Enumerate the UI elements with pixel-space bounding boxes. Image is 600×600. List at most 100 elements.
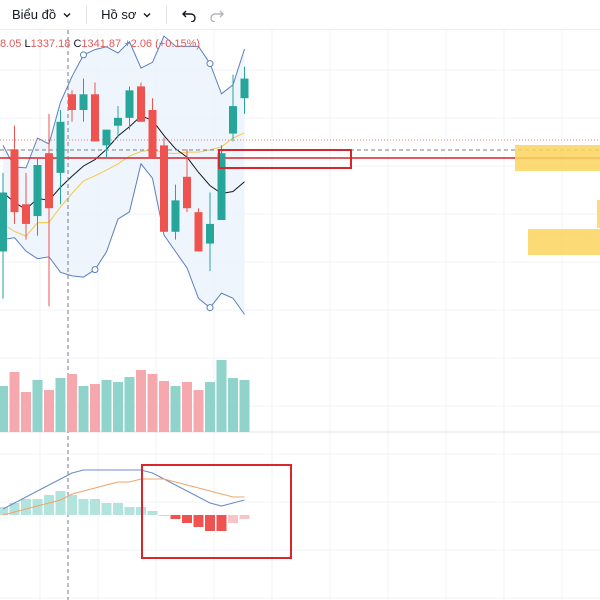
volume-bar [124, 377, 135, 432]
volume-bar [44, 390, 54, 432]
candle-body [91, 94, 99, 142]
volume-bar [239, 380, 250, 432]
volume-bar [0, 386, 8, 432]
candle-body [160, 145, 168, 232]
macd-histogram-bar [78, 499, 89, 515]
macd-histogram-bar [182, 515, 192, 523]
volume-bar [205, 382, 215, 432]
candle-body [206, 223, 214, 244]
chart-menu-button[interactable]: Biểu đồ [6, 3, 78, 27]
macd-histogram-bar [239, 515, 250, 519]
macd-histogram-bar [90, 499, 100, 515]
slow-moving-average-line [2, 132, 245, 237]
band-marker [80, 51, 87, 59]
profile-menu-button[interactable]: Hồ sơ [95, 3, 158, 27]
volume-bar [182, 382, 192, 432]
volume-bar [170, 386, 181, 432]
price-zone-highlight [528, 229, 600, 255]
volume-bar [55, 378, 66, 432]
macd-histogram-bar [205, 515, 215, 531]
volume-bar [216, 360, 227, 432]
candle-body [68, 94, 76, 110]
macd-histogram-bar [9, 503, 20, 515]
volume-bar [101, 380, 112, 432]
redo-button[interactable] [203, 3, 231, 27]
ohlc-low-value: 1337.18 [30, 38, 71, 50]
toolbar-divider [86, 5, 88, 24]
volume-bar [32, 380, 43, 432]
macd-histogram-bar [0, 507, 8, 515]
volume-bar [136, 370, 146, 432]
candle-body [22, 204, 30, 224]
candle-body [56, 121, 65, 173]
price-zone-highlight [515, 145, 600, 171]
macd-histogram-bar [101, 503, 112, 515]
price-chart[interactable] [0, 30, 600, 600]
volume-bar [228, 378, 238, 432]
top-toolbar: Biểu đồ Hồ sơ [0, 0, 600, 30]
candle-body [194, 212, 203, 252]
candle-body [10, 149, 19, 213]
bollinger-band-fill [3, 36, 245, 315]
candle-body [229, 106, 237, 134]
volume-bar [147, 374, 158, 432]
candle-body [102, 129, 111, 146]
macd-histogram-bar [21, 499, 31, 515]
ohlc-high-fragment: 8.05 [0, 38, 22, 50]
macd-histogram-bar [67, 495, 77, 515]
redo-icon [210, 10, 225, 22]
candle-body [148, 110, 157, 158]
annotation-box [141, 464, 292, 559]
candle-body [114, 117, 122, 126]
candle-body [217, 153, 226, 220]
chevron-down-icon [63, 12, 71, 17]
ohlc-close-label: C [73, 38, 82, 50]
macd-histogram-bar [228, 515, 238, 523]
candle-body [79, 94, 88, 110]
annotation-box [218, 149, 352, 169]
macd-histogram-bar [32, 499, 43, 515]
ohlc-legend: 8.05 L1337.18 C1341.87 +2.06 (+0.15%) [0, 38, 200, 50]
band-marker [206, 60, 214, 68]
price-zone-highlight [597, 200, 600, 228]
macd-histogram-bar [193, 515, 204, 527]
undo-button[interactable] [175, 3, 203, 27]
macd-histogram-bar [113, 503, 123, 515]
candle-body [0, 192, 7, 252]
macd-signal-line [2, 478, 245, 516]
volume-bar [113, 382, 123, 432]
fast-moving-average-line [2, 115, 245, 211]
band-marker [91, 266, 99, 274]
macd-histogram-bar [124, 507, 135, 515]
candle-body [183, 176, 191, 209]
volume-bar [90, 384, 100, 432]
ohlc-change: +2.06 (+0.15%) [124, 38, 201, 50]
toolbar-divider [166, 5, 168, 24]
candle-body [171, 200, 180, 232]
macd-histogram-bar [147, 511, 158, 515]
candle-body [240, 78, 249, 99]
volume-bar [193, 390, 204, 432]
macd-histogram-bar [159, 515, 169, 516]
macd-histogram-bar [44, 495, 54, 515]
chart-menu-label: Biểu đồ [12, 7, 57, 22]
chevron-down-icon [143, 12, 151, 17]
macd-histogram-bar [170, 515, 181, 519]
ohlc-close-value: 1341.87 [81, 38, 122, 50]
macd-line [2, 469, 245, 510]
candle-body [125, 90, 134, 118]
undo-icon [182, 10, 197, 22]
volume-bar [159, 381, 169, 432]
macd-histogram-bar [55, 491, 66, 515]
volume-bar [78, 386, 89, 432]
volume-bar [21, 392, 31, 432]
volume-bar [9, 372, 20, 432]
band-marker [206, 304, 214, 312]
macd-histogram-bar [216, 515, 227, 531]
candle-body [45, 153, 53, 209]
candle-body [137, 86, 145, 122]
candle-body [33, 165, 42, 217]
bollinger-upper-line [2, 35, 245, 169]
ohlc-low-label: L [24, 38, 31, 50]
profile-menu-label: Hồ sơ [101, 7, 137, 22]
